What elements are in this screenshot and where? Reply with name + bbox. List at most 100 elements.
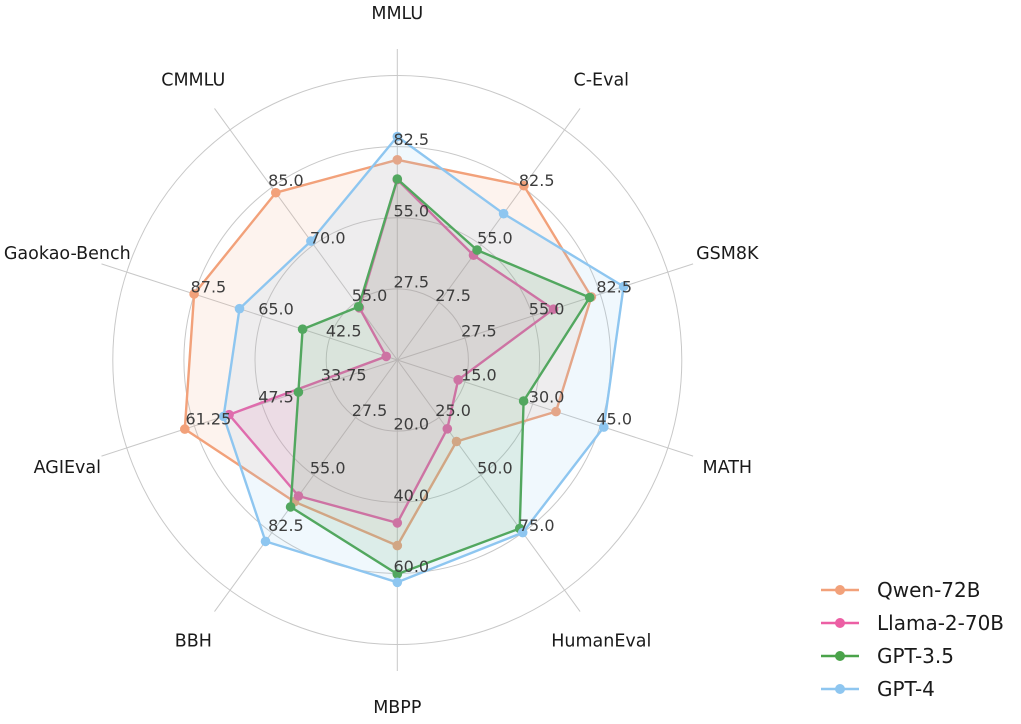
axis-label-CMMLU: CMMLU	[161, 70, 225, 90]
series-point-GPT-4-MBPP	[392, 577, 403, 588]
tick-label-MMLU-55.0: 55.0	[393, 201, 429, 220]
series-fill-GPT-3.5	[290, 179, 590, 575]
tick-label-MBPP-20.0: 20.0	[393, 415, 429, 434]
axis-label-BBH: BBH	[175, 632, 212, 652]
tick-label-BBH-82.5: 82.5	[268, 516, 304, 535]
tick-label-MBPP-60.0: 60.0	[393, 557, 429, 576]
series-point-GPT-4-Gaokao-Bench	[234, 303, 245, 314]
tick-label-HumanEval-75.0: 75.0	[519, 516, 555, 535]
tick-label-MMLU-27.5: 27.5	[393, 272, 429, 291]
series-fill-GPT-4	[223, 136, 624, 583]
tick-label-MATH-15.0: 15.0	[461, 366, 497, 385]
tick-label-AGIEval-47.5: 47.5	[258, 388, 294, 407]
series-point-Qwen-72B-CMMLU	[271, 187, 281, 198]
tick-label-HumanEval-50.0: 50.0	[477, 459, 513, 478]
series-point-Llama-2-70B-Gaokao-Bench	[381, 351, 392, 362]
tick-label-AGIEval-33.75: 33.75	[321, 366, 367, 385]
axis-label-MMLU: MMLU	[371, 4, 423, 24]
series-point-Qwen-72B-MBPP	[392, 540, 403, 551]
tick-label-C-Eval-55.0: 55.0	[477, 228, 513, 247]
axis-spoke-CMMLU	[214, 108, 398, 361]
axis-label-GSM8K: GSM8K	[696, 244, 759, 264]
series-point-GPT-3.5-GSM8K	[584, 292, 595, 303]
tick-label-MATH-45.0: 45.0	[596, 409, 632, 428]
series-point-Llama-2-70B-GSM8K	[548, 304, 559, 315]
legend-label-GPT-3.5: GPT-3.5	[877, 644, 954, 668]
axis-spoke-C-Eval	[396, 108, 581, 361]
tick-label-BBH-55.0: 55.0	[310, 459, 346, 478]
tick-label-MATH-30.0: 30.0	[529, 388, 565, 407]
legend-dot	[835, 684, 845, 694]
axis-spoke-GSM8K	[397, 263, 694, 361]
legend-label-GPT-4: GPT-4	[877, 677, 935, 701]
axis-spoke-Gaokao-Bench	[101, 263, 398, 361]
series-point-GPT-3.5-AGIEval	[293, 387, 304, 397]
tick-label-CMMLU-55.0: 55.0	[352, 286, 388, 305]
series-point-Llama-2-70B-MATH	[453, 375, 464, 385]
legend-label-Qwen-72B: Qwen-72B	[877, 578, 981, 602]
tick-label-MBPP-40.0: 40.0	[393, 486, 429, 505]
series-point-Llama-2-70B-MBPP	[392, 518, 403, 528]
tick-label-MMLU-82.5: 82.5	[393, 130, 429, 149]
axis-label-C-Eval: C-Eval	[574, 70, 630, 90]
legend: Qwen-72B Llama-2-70B GPT-3.5 GPT-4	[818, 578, 1005, 701]
axis-label-HumanEval: HumanEval	[551, 632, 651, 652]
tick-label-GSM8K-27.5: 27.5	[461, 322, 497, 341]
series-point-Llama-2-70B-BBH	[293, 491, 304, 501]
legend-marker-icon	[821, 585, 859, 595]
tick-label-HumanEval-25.0: 25.0	[435, 401, 471, 420]
tick-label-CMMLU-85.0: 85.0	[268, 171, 304, 190]
legend-item-GPT-3.5: GPT-3.5	[818, 644, 1004, 668]
series-point-GPT-4-GSM8K	[618, 281, 629, 292]
grid-ring	[254, 217, 541, 503]
axis-label-MBPP: MBPP	[373, 698, 421, 718]
series-point-GPT-4-AGIEval	[218, 411, 229, 422]
tick-label-CMMLU-70.0: 70.0	[310, 228, 346, 247]
legend-dot	[835, 585, 845, 595]
axis-spoke-HumanEval	[396, 359, 581, 612]
legend-item-Qwen-72B: Qwen-72B	[818, 578, 1004, 602]
series-point-GPT-3.5-Gaokao-Bench	[297, 324, 308, 335]
series-point-Qwen-72B-Gaokao-Bench	[189, 289, 199, 299]
series-point-GPT-3.5-MATH	[518, 396, 529, 406]
tick-label-Gaokao-Bench-42.5: 42.5	[326, 322, 362, 341]
tick-label-C-Eval-27.5: 27.5	[435, 286, 471, 305]
tick-label-GSM8K-82.5: 82.5	[596, 278, 632, 297]
legend-marker-icon	[821, 684, 859, 694]
series-point-GPT-4-MATH	[599, 422, 609, 432]
legend-marker-icon	[821, 618, 859, 628]
series-point-GPT-4-CMMLU	[306, 236, 316, 246]
series-point-GPT-4-MMLU	[392, 131, 403, 142]
series-point-GPT-3.5-BBH	[285, 502, 296, 512]
axis-label-Gaokao-Bench: Gaokao-Bench	[4, 244, 131, 264]
series-point-GPT-3.5-MMLU	[392, 174, 403, 184]
legend-item-GPT-4: GPT-4	[818, 677, 1004, 701]
series-point-Qwen-72B-C-Eval	[519, 180, 529, 191]
axis-label-AGIEval: AGIEval	[34, 458, 101, 478]
legend-label-Llama-2-70B: Llama-2-70B	[877, 611, 1005, 635]
series-point-Qwen-72B-MMLU	[392, 155, 403, 165]
series-point-Qwen-72B-MATH	[551, 406, 561, 417]
axis-spoke-BBH	[214, 359, 398, 612]
grid-ring	[325, 288, 469, 432]
legend-marker-icon	[821, 651, 859, 661]
tick-label-AGIEval-61.25: 61.25	[185, 409, 231, 428]
axis-spoke-MATH	[397, 359, 694, 457]
legend-item-Llama-2-70B: Llama-2-70B	[818, 611, 1005, 635]
tick-label-BBH-27.5: 27.5	[352, 401, 388, 420]
series-point-GPT-4-C-Eval	[498, 208, 509, 219]
legend-dot	[835, 618, 845, 628]
axis-label-MATH: MATH	[703, 458, 753, 478]
grid-ring	[112, 75, 683, 645]
series-point-Llama-2-70B-HumanEval	[442, 424, 453, 434]
legend-dot	[835, 651, 845, 661]
tick-label-Gaokao-Bench-65.0: 65.0	[258, 300, 294, 319]
series-point-GPT-4-HumanEval	[517, 527, 528, 538]
series-fill-Llama-2-70B	[229, 179, 554, 523]
tick-label-Gaokao-Bench-87.5: 87.5	[191, 278, 227, 297]
tick-label-GSM8K-55.0: 55.0	[529, 300, 565, 319]
series-point-Qwen-72B-HumanEval	[451, 436, 462, 447]
series-point-GPT-4-BBH	[260, 536, 271, 547]
